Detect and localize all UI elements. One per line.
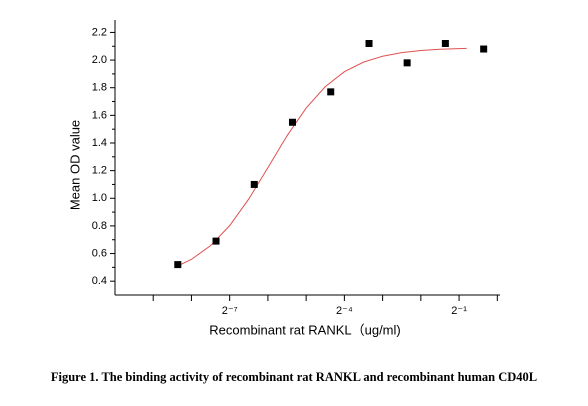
y-tick-label: 1.8 — [92, 82, 107, 94]
y-tick-label: 2.2 — [92, 26, 107, 38]
data-point — [327, 88, 335, 96]
data-point — [403, 59, 411, 67]
fit-curve — [175, 47, 467, 268]
y-tick-label: 2.0 — [92, 54, 107, 66]
caption: Figure 1. The binding activity of recomb… — [51, 370, 537, 384]
y-tick-label: 1.2 — [92, 165, 107, 177]
x-tick-label: 2⁻⁷ — [222, 305, 238, 317]
y-tick-label: 1.6 — [92, 109, 107, 121]
y-tick-label: 1.0 — [92, 192, 107, 204]
data-point — [441, 39, 449, 47]
y-tick-label: 0.6 — [92, 247, 107, 259]
data-point — [365, 39, 373, 47]
y-axis-label: Mean OD value — [67, 120, 82, 210]
data-point — [288, 118, 296, 126]
data-point — [480, 45, 488, 53]
data-point — [250, 180, 258, 188]
x-axis-label: Recombinant rat RANKL（ug/ml) — [209, 322, 400, 337]
x-tick-label: 2⁻⁴ — [336, 305, 353, 317]
data-point — [174, 261, 182, 269]
data-point — [212, 237, 220, 245]
y-tick-label: 1.4 — [92, 137, 107, 149]
x-tick-label: 2⁻¹ — [451, 305, 467, 317]
y-tick-label: 0.8 — [92, 220, 107, 232]
y-tick-label: 0.4 — [92, 275, 107, 287]
